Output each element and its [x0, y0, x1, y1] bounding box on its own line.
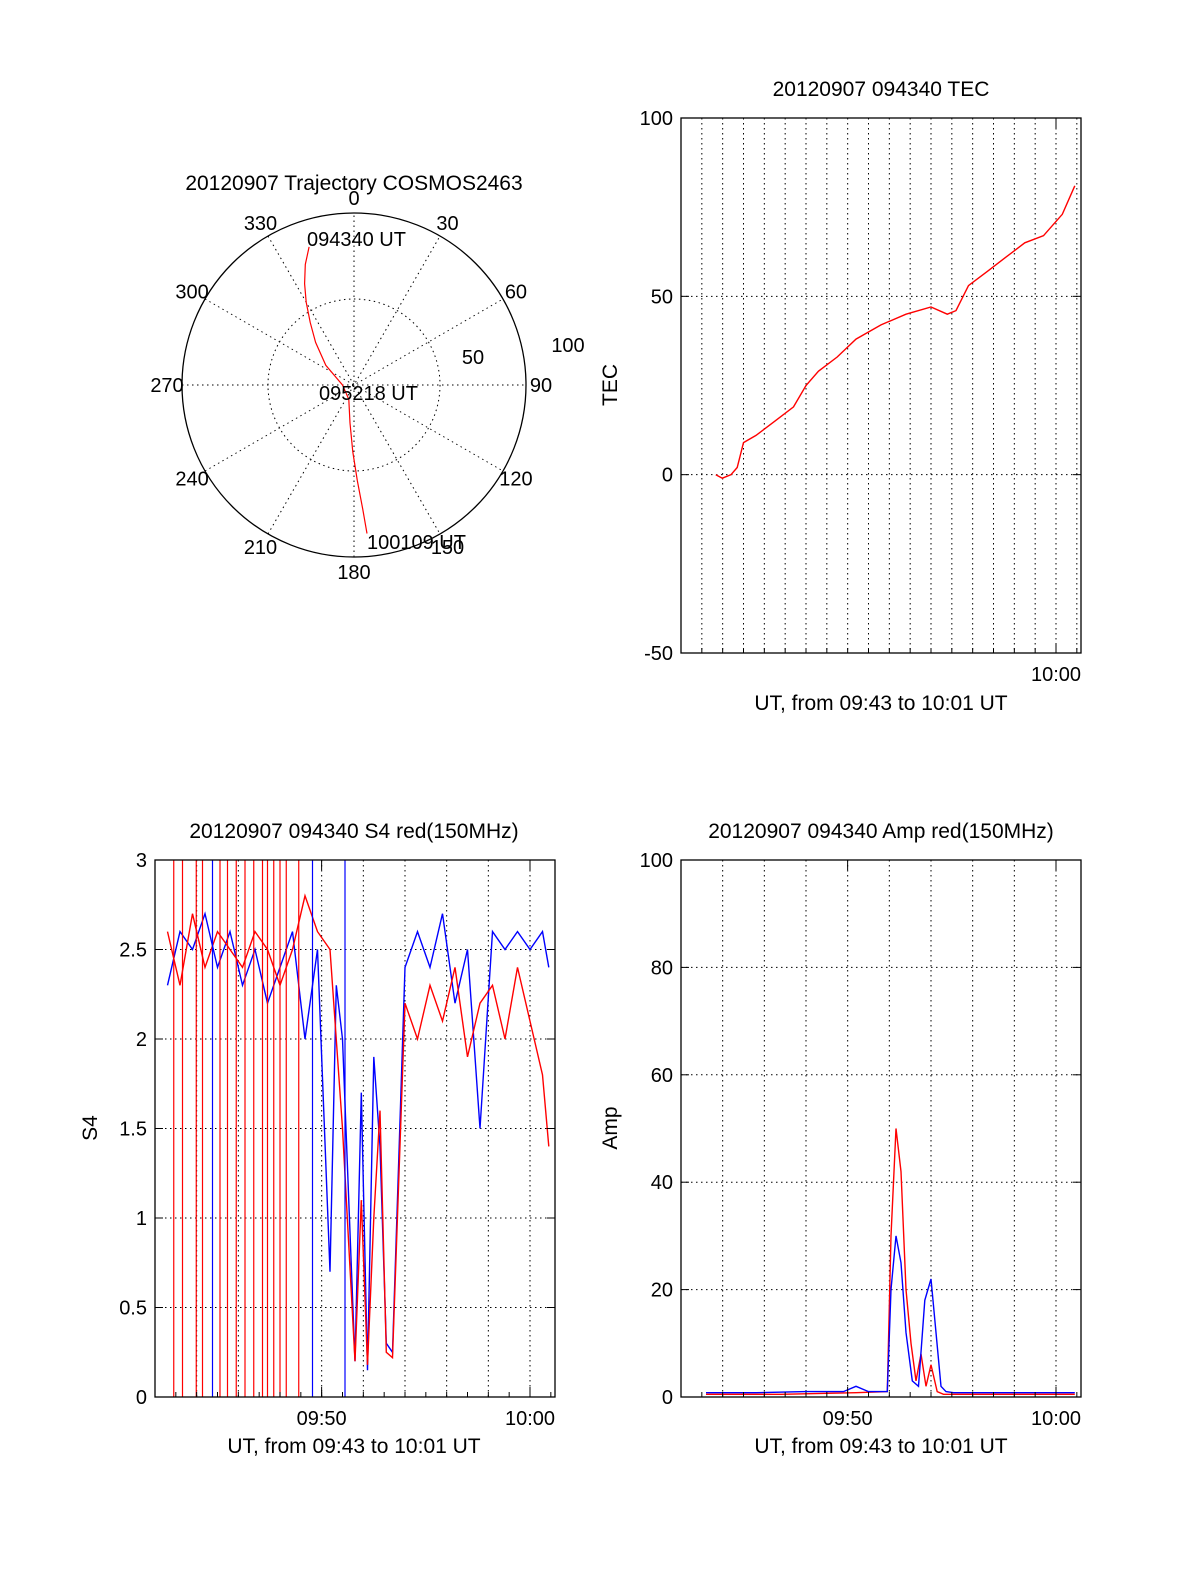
polar-azimuth-labels: 0 30 60 90 120 150 180 210 240 270 300 330: [150, 188, 552, 584]
s4-grid: [155, 860, 555, 1397]
polar-azimuth-label: 0: [348, 188, 359, 210]
series-line-blue: [166, 911, 550, 1371]
polar-azimuth-label: 30: [436, 213, 458, 235]
y-tick-label: 0: [662, 465, 673, 487]
s4-xlabel: UT, from 09:43 to 10:01 UT: [227, 1435, 480, 1458]
x-tick-label: 10:00: [1031, 1408, 1081, 1430]
polar-azimuth-label: 60: [505, 282, 527, 304]
amp-title: 20120907 094340 Amp red(150MHz): [708, 820, 1054, 843]
y-tick-label: 100: [640, 108, 673, 130]
amp-chart: 20120907 094340 Amp red(150MHz) 0 20 40 60 8…: [599, 820, 1082, 1458]
tec-grid: [681, 118, 1081, 653]
s4-series: [166, 860, 550, 1397]
polar-title: 20120907 Trajectory COSMOS2463: [185, 172, 522, 195]
y-tick-label: 0.5: [119, 1298, 147, 1320]
series-line-red: [166, 893, 550, 1365]
tec-title: 20120907 094340 TEC: [773, 78, 990, 101]
y-tick-label: 0: [662, 1387, 673, 1409]
y-tick-label: -50: [644, 643, 673, 665]
y-tick-label: 1.5: [119, 1119, 147, 1141]
x-tick-label: 09:50: [297, 1408, 347, 1430]
polar-azimuth-label: 90: [530, 375, 552, 397]
y-tick-label: 100: [640, 850, 673, 872]
y-tick-label: 2.5: [119, 940, 147, 962]
polar-azimuth-label: 150: [431, 537, 464, 559]
polar-azimuth-label: 210: [244, 537, 277, 559]
tec-frame: [680, 117, 1082, 654]
polar-ring-label-50: 50: [462, 347, 484, 369]
series-line-red: [715, 185, 1076, 479]
polar-azimuth-label: 120: [499, 469, 532, 491]
polar-trajectory-line: [303, 246, 368, 534]
polar-azimuth-label: 180: [337, 562, 370, 584]
tec-ticks: -50 0 50 100 10:00: [640, 108, 1081, 686]
y-tick-label: 60: [651, 1065, 673, 1087]
series-line-red: [706, 1128, 1075, 1395]
amp-frame: [680, 859, 1082, 1398]
polar-azimuth-label: 270: [150, 375, 183, 397]
polar-ring-50: [267, 298, 441, 472]
amp-ticks: 0 20 40 60 80 100 09:50 10:00: [640, 850, 1081, 1430]
polar-annotation-mid: 095218 UT: [319, 383, 418, 405]
amp-ylabel: Amp: [599, 1106, 622, 1149]
x-tick-label: 10:00: [505, 1408, 555, 1430]
polar-horizon-circle: [181, 212, 527, 558]
y-tick-label: 80: [651, 957, 673, 979]
amp-xlabel: UT, from 09:43 to 10:01 UT: [754, 1435, 1007, 1458]
polar-azimuth-label: 300: [175, 282, 208, 304]
polar-annotation-end: 100109 UT: [367, 532, 466, 554]
tec-xlabel: UT, from 09:43 to 10:01 UT: [754, 692, 1007, 715]
y-tick-label: 0: [136, 1387, 147, 1409]
s4-chart: 20120907 094340 S4 red(150MHz) 0 0.5 1 1.5 2…: [79, 820, 556, 1458]
s4-title: 20120907 094340 S4 red(150MHz): [189, 820, 518, 843]
polar-azimuth-label: 330: [244, 213, 277, 235]
amp-grid: [681, 860, 1081, 1397]
tec-ylabel: TEC: [599, 364, 622, 406]
series-line-blue: [706, 1235, 1075, 1394]
y-tick-label: 1: [136, 1208, 147, 1230]
tec-series: [715, 185, 1076, 479]
y-tick-label: 40: [651, 1172, 673, 1194]
polar-trajectory-chart: 20120907 Trajectory COSMOS2463 0 30 60 90 12…: [150, 172, 584, 584]
polar-ring-label-100: 100: [551, 335, 584, 357]
y-tick-label: 3: [136, 850, 147, 872]
y-tick-label: 20: [651, 1280, 673, 1302]
s4-ylabel: S4: [79, 1115, 102, 1141]
polar-azimuth-label: 240: [175, 469, 208, 491]
x-tick-label: 09:50: [823, 1408, 873, 1430]
y-tick-label: 50: [651, 286, 673, 308]
polar-annotation-start: 094340 UT: [307, 229, 406, 251]
y-tick-label: 2: [136, 1029, 147, 1051]
amp-series: [706, 1128, 1075, 1395]
s4-ticks: 0 0.5 1 1.5 2 2.5 3 09:50 10:00: [119, 850, 555, 1430]
tec-chart: 20120907 094340 TEC -50 0 50 100 10:00 UT, f…: [599, 78, 1082, 715]
x-tick-label: 10:00: [1031, 664, 1081, 686]
